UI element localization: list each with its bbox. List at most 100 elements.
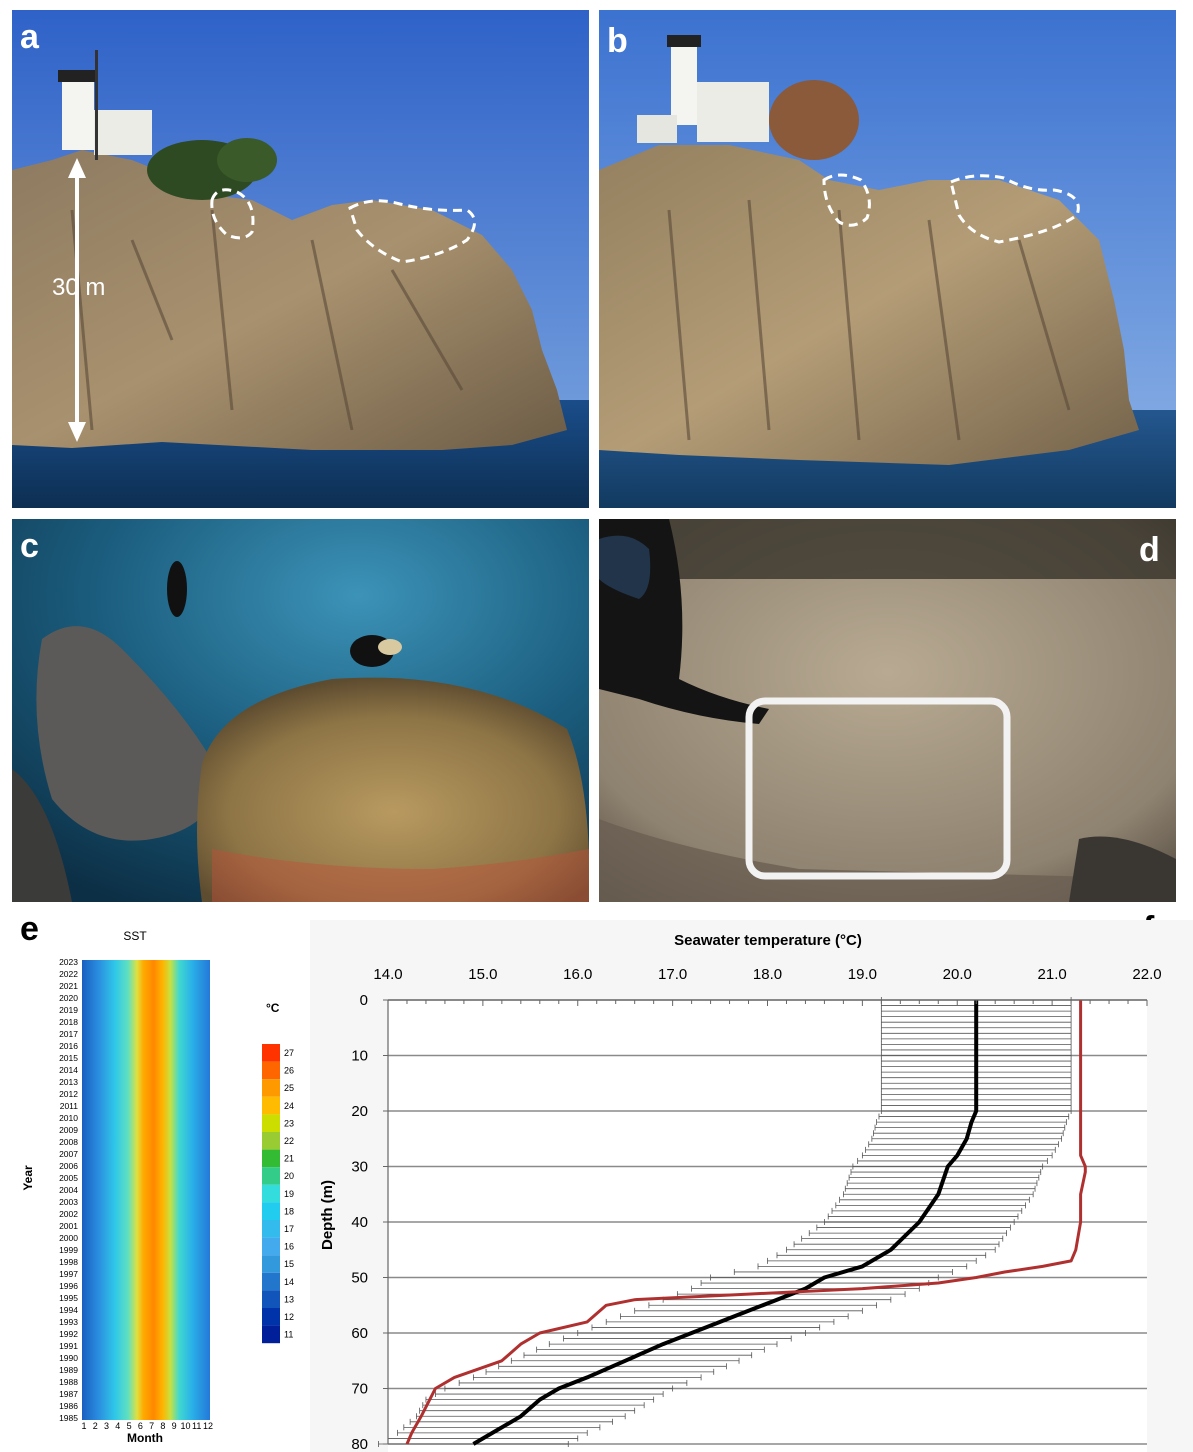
colorbar-tick-label: 20 xyxy=(284,1171,294,1181)
month-tick-label: 4 xyxy=(115,1421,120,1431)
colorbar-tick-label: 16 xyxy=(284,1242,294,1252)
profile-axes: 14.0 15.0 16.0 17.0 18.0 19.0 20.0 21.0 22.0 0 10 2… xyxy=(351,966,1161,1452)
year-tick-label: 2000 xyxy=(59,1233,78,1243)
x-tick-label: 17.0 xyxy=(658,966,687,983)
height-annotation: 30 m xyxy=(52,274,105,301)
x-tick-label: 15.0 xyxy=(468,966,497,983)
colorbar-unit: °C xyxy=(266,1001,280,1015)
year-tick-label: 2010 xyxy=(59,1113,78,1123)
colorbar-swatch xyxy=(262,1308,280,1326)
depth-profile-panel: Seawater temperature (°C) Depth (m) 14.0… xyxy=(310,920,1193,1452)
colorbar-swatch xyxy=(262,1167,280,1185)
photo-panel-d: d xyxy=(599,519,1176,902)
year-tick-label: 1991 xyxy=(59,1341,78,1351)
month-tick-labels: 1 2 3 4 5 6 7 8 9 10 11 12 xyxy=(81,1421,213,1431)
x-tick-label: 14.0 xyxy=(373,966,402,983)
month-tick-label: 8 xyxy=(160,1421,165,1431)
photo-panel-c: c xyxy=(12,519,589,902)
colorbar-swatch xyxy=(262,1325,280,1344)
year-tick-label: 1994 xyxy=(59,1305,78,1315)
quadrat-survey-photo-d xyxy=(599,519,1176,902)
year-tick-label: 1998 xyxy=(59,1257,78,1267)
colorbar-tick-label: 17 xyxy=(284,1224,294,1234)
x-tick-label: 16.0 xyxy=(563,966,592,983)
year-tick-label: 1997 xyxy=(59,1269,78,1279)
mean-temperature-line xyxy=(472,1000,979,1446)
year-tick-label: 2001 xyxy=(59,1221,78,1231)
colorbar-tick-label: 25 xyxy=(284,1083,294,1093)
year-tick-label: 2014 xyxy=(59,1065,78,1075)
colorbar-swatch xyxy=(262,1149,280,1168)
colorbar-swatch xyxy=(262,1220,280,1238)
panel-label-d: d xyxy=(1139,531,1160,569)
month-tick-label: 9 xyxy=(172,1421,177,1431)
red-temperature-line xyxy=(405,1000,1087,1445)
year-tick-label: 2017 xyxy=(59,1029,78,1039)
colorbar-tick-label: 26 xyxy=(284,1066,294,1076)
x-tick-label: 18.0 xyxy=(753,966,782,983)
year-tick-label: 2013 xyxy=(59,1077,78,1087)
colorbar-tick-label: 18 xyxy=(284,1206,294,1216)
month-tick-label: 7 xyxy=(149,1421,154,1431)
photo-panel-b: b xyxy=(599,10,1176,508)
year-tick-labels: 2023 2022 2021 2020 2019 2018 2017 2016 2015 2014… xyxy=(59,957,78,1423)
heatmap-xlabel: Month xyxy=(127,1431,163,1445)
year-tick-label: 2006 xyxy=(59,1161,78,1171)
year-tick-label: 2019 xyxy=(59,1005,78,1015)
colorbar-tick-label: 24 xyxy=(284,1101,294,1111)
profile-ylabel: Depth (m) xyxy=(319,1180,336,1250)
month-tick-label: 2 xyxy=(93,1421,98,1431)
year-tick-label: 1985 xyxy=(59,1413,78,1423)
profile-xlabel: Seawater temperature (°C) xyxy=(674,932,862,949)
year-tick-label: 2003 xyxy=(59,1197,78,1207)
colorbar-swatch xyxy=(262,1290,280,1308)
y-tick-label: 0 xyxy=(360,992,368,1009)
colorbar-tick-label: 19 xyxy=(284,1189,294,1199)
colorbar-tick-label: 14 xyxy=(284,1277,294,1287)
colorbar-swatch xyxy=(262,1272,280,1291)
y-tick-label: 60 xyxy=(351,1325,368,1342)
year-tick-label: 2022 xyxy=(59,969,78,979)
year-tick-label: 2008 xyxy=(59,1137,78,1147)
y-tick-label: 20 xyxy=(351,1103,368,1120)
year-tick-label: 2012 xyxy=(59,1089,78,1099)
year-tick-label: 2018 xyxy=(59,1017,78,1027)
y-tick-label: 10 xyxy=(351,1048,368,1065)
year-tick-label: 2023 xyxy=(59,957,78,967)
depth-profile-chart: Seawater temperature (°C) Depth (m) 14.0… xyxy=(310,920,1193,1452)
x-tick-label: 22.0 xyxy=(1132,966,1161,983)
year-tick-label: 1987 xyxy=(59,1389,78,1399)
sst-heatmap-panel: SST 2023 2022 2021 2020 2019 2018 2017 2016 2015… xyxy=(0,920,310,1452)
colorbar-swatch xyxy=(262,1061,280,1080)
sst-heatmap: SST 202320222021202020192018201720162015… xyxy=(21,929,294,1445)
year-tick-label: 2011 xyxy=(60,1101,79,1111)
year-tick-label: 2016 xyxy=(59,1041,78,1051)
month-tick-label: 3 xyxy=(104,1421,109,1431)
colorbar-tick-label: 23 xyxy=(284,1118,294,1128)
profile-series xyxy=(405,1000,1087,1446)
colorbar-swatch xyxy=(262,1202,280,1220)
colorbar-tick-label: 21 xyxy=(284,1154,294,1164)
y-tick-label: 30 xyxy=(351,1159,368,1176)
year-tick-label: 1999 xyxy=(59,1245,78,1255)
month-tick-label: 1 xyxy=(81,1421,86,1431)
year-tick-label: 1990 xyxy=(59,1353,78,1363)
year-tick-label: 2004 xyxy=(59,1185,78,1195)
panel-label-e: e xyxy=(20,910,39,948)
month-tick-label: 5 xyxy=(127,1421,132,1431)
year-tick-label: 1992 xyxy=(59,1329,78,1339)
year-tick-label: 2002 xyxy=(59,1209,78,1219)
panel-label-b: b xyxy=(607,22,628,60)
y-tick-label: 50 xyxy=(351,1270,368,1287)
colorbar-swatch xyxy=(262,1114,280,1132)
colorbar-swatch xyxy=(262,1184,280,1203)
year-tick-label: 1989 xyxy=(59,1365,78,1375)
year-tick-label: 2015 xyxy=(59,1053,78,1063)
year-tick-label: 1986 xyxy=(59,1401,78,1411)
x-tick-label: 20.0 xyxy=(943,966,972,983)
colorbar-swatch xyxy=(262,1079,280,1097)
colorbar: 27 26 25 24 23 22 21 20 19 18 17 16 15 14 13 12 11 xyxy=(262,1044,294,1344)
panel-label-c: c xyxy=(20,527,39,565)
photo-panel-a: 30 m a xyxy=(12,10,589,508)
y-tick-label: 40 xyxy=(351,1214,368,1231)
